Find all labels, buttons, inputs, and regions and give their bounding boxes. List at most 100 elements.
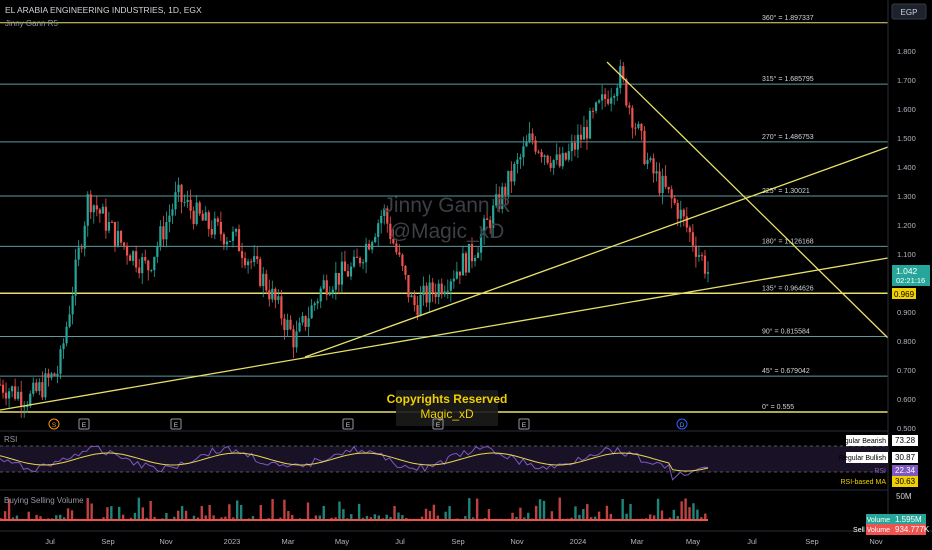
time-axis[interactable]: Jul Sep Nov 2023 Mar May Jul Sep Nov 2024 Mar May Ju… xyxy=(45,537,883,546)
candle-body xyxy=(171,209,174,216)
gann-level-label: 360° = 1.897337 xyxy=(762,14,814,22)
volume-bar xyxy=(224,516,227,520)
rsi-value-box xyxy=(892,435,918,446)
candle-body xyxy=(537,151,540,153)
volume-bar xyxy=(700,517,703,520)
candle-body xyxy=(558,154,561,167)
volume-bar xyxy=(306,502,310,520)
volume-bar xyxy=(314,515,318,520)
volume-scale-label: 50M xyxy=(896,492,912,501)
volume-bar xyxy=(468,498,471,520)
volume-bar xyxy=(483,517,487,520)
candle-body xyxy=(14,386,17,399)
rsi-value: 73.28 xyxy=(895,436,916,445)
candle-body xyxy=(561,152,564,167)
volume-bar xyxy=(609,513,613,520)
volume-bar xyxy=(208,504,211,520)
candle-body xyxy=(295,331,298,348)
candle-body xyxy=(637,123,640,128)
volume-label-box xyxy=(866,514,892,525)
time-tick: Nov xyxy=(869,537,883,546)
volume-pane[interactable] xyxy=(0,497,708,521)
candle-body xyxy=(147,260,150,271)
rsi-pane[interactable] xyxy=(0,445,888,481)
candle-body xyxy=(219,221,222,235)
candle-body xyxy=(141,257,144,274)
candle-body xyxy=(313,303,316,306)
volume-bar xyxy=(118,506,121,520)
candle-body xyxy=(331,289,334,294)
volume-bar xyxy=(649,514,652,520)
candle-body xyxy=(80,247,83,249)
volume-bar xyxy=(110,506,113,520)
event-marker-box xyxy=(78,418,90,430)
candle-body xyxy=(582,127,586,140)
candle-body xyxy=(210,229,213,235)
volume-bar xyxy=(153,516,156,520)
rsi-value-box xyxy=(892,465,918,476)
candle-body xyxy=(392,238,395,244)
candle-body xyxy=(11,386,14,392)
candle-body xyxy=(501,186,504,209)
candle-body xyxy=(234,229,238,232)
volume-bar xyxy=(688,507,691,520)
candle-body xyxy=(464,253,468,273)
candle-body xyxy=(543,155,546,158)
candle-body xyxy=(470,243,474,262)
volume-bar xyxy=(106,507,109,520)
candle-body xyxy=(256,256,259,260)
volume-bar xyxy=(515,516,518,520)
trendlines xyxy=(0,61,889,411)
candle-body xyxy=(92,205,95,213)
candle-body xyxy=(180,184,183,203)
main-pane[interactable] xyxy=(0,0,888,430)
candle-body xyxy=(510,170,513,182)
candle-body xyxy=(71,295,74,315)
volume-value: 934.777K xyxy=(895,525,930,534)
candle-body xyxy=(640,123,643,131)
trendline-upper xyxy=(304,146,889,358)
volume-bar xyxy=(542,500,546,520)
volume-bar xyxy=(129,517,133,520)
candle-body xyxy=(504,186,507,196)
volume-bar xyxy=(424,508,428,520)
candle-body xyxy=(310,305,313,319)
volume-bar xyxy=(625,513,628,520)
candle-body xyxy=(610,97,613,104)
candle-body xyxy=(655,171,658,174)
candle-body xyxy=(361,262,365,264)
candle-body xyxy=(153,256,156,271)
candle-body xyxy=(183,202,186,204)
volume-label-box xyxy=(866,524,892,535)
candle-body xyxy=(437,283,440,297)
price-scale[interactable]: 1.800 1.700 1.600 1.500 1.400 1.300 1.200 1.100… xyxy=(897,47,916,433)
candle-body xyxy=(207,212,210,230)
candle-body xyxy=(304,315,307,327)
candle-body xyxy=(365,243,368,263)
volume-bar xyxy=(487,509,491,520)
currency-button[interactable] xyxy=(891,3,927,20)
volume-bar xyxy=(397,512,400,520)
volume-bar xyxy=(389,517,392,520)
candle-body xyxy=(507,170,510,196)
current-price-tag xyxy=(892,265,930,286)
event-marker-label: E xyxy=(522,422,527,429)
time-tick: Sep xyxy=(451,537,464,546)
candle-body xyxy=(259,259,262,286)
candle-body xyxy=(616,87,619,97)
candle-body xyxy=(216,218,219,222)
rsi-value-box xyxy=(892,476,918,487)
candle-body xyxy=(62,343,65,350)
candle-body xyxy=(250,261,253,263)
candle-body xyxy=(601,94,604,101)
volume-bar xyxy=(334,517,337,520)
candles xyxy=(0,59,710,418)
volume-bar xyxy=(228,504,231,520)
candle-body xyxy=(564,152,567,160)
candle-body xyxy=(7,391,11,399)
candle-body xyxy=(53,373,56,376)
candle-body xyxy=(240,251,244,259)
candle-body xyxy=(340,261,343,285)
